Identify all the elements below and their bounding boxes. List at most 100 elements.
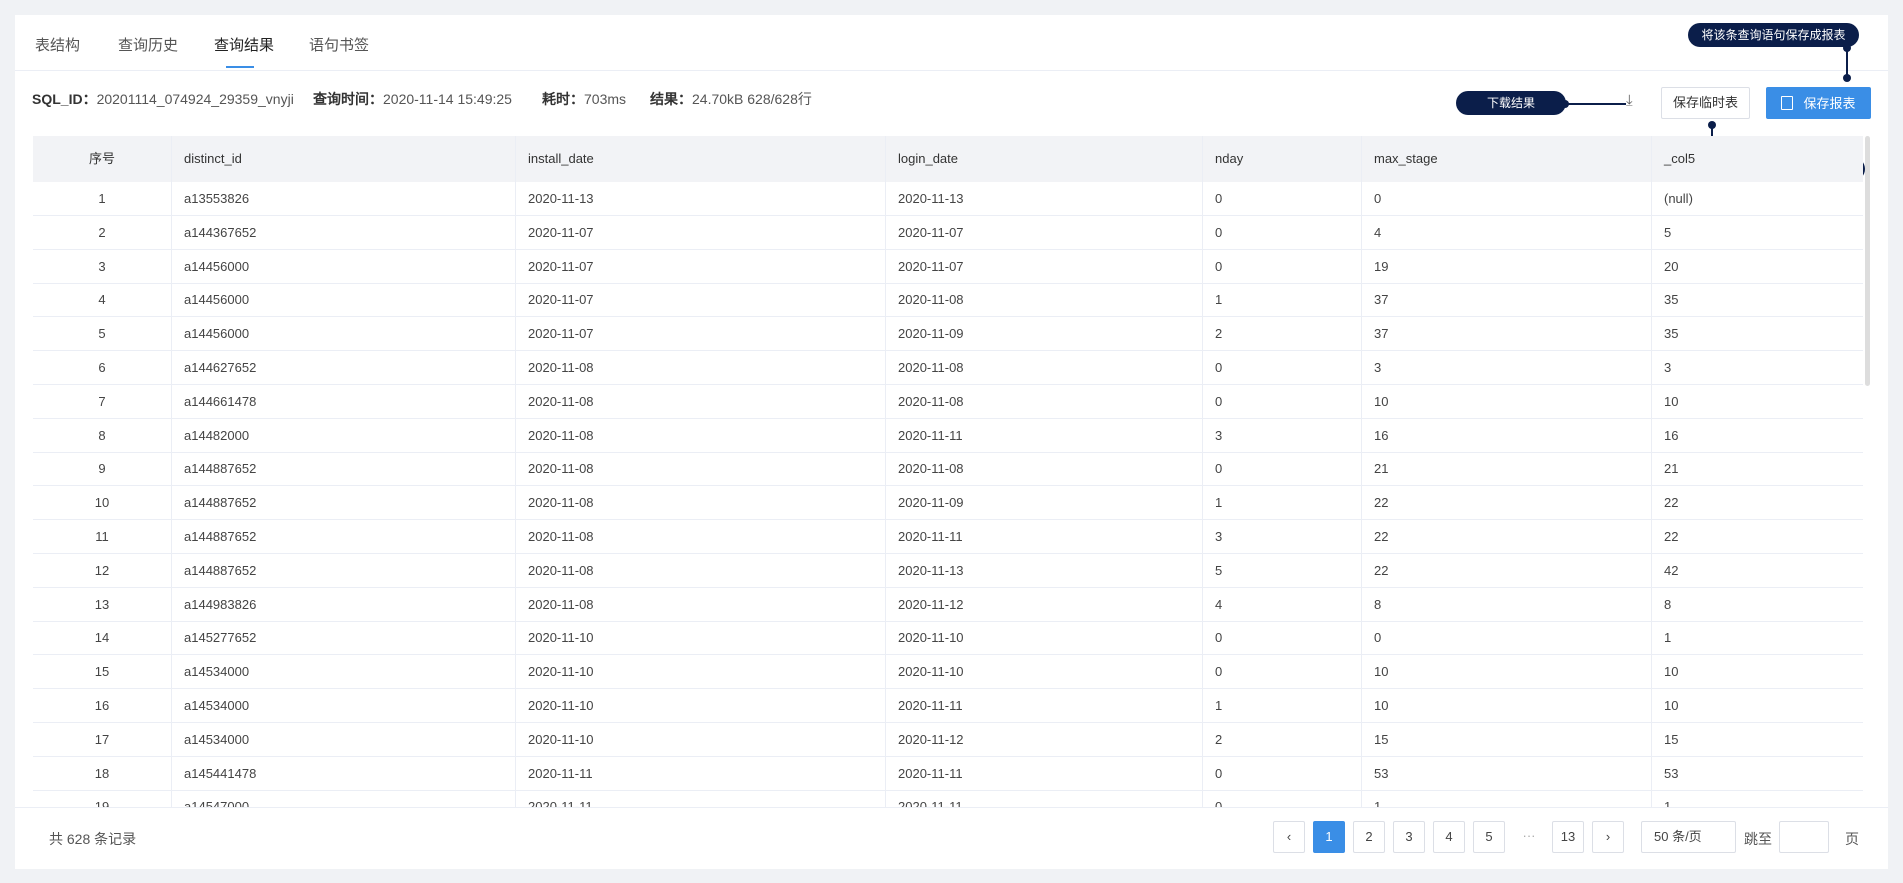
table-cell: 35 [1664,326,1679,342]
table-cell: a144367652 [184,224,257,240]
table-cell: 16 [94,698,110,713]
jump-input[interactable] [1779,821,1829,853]
table-cell: 8 [1374,596,1382,612]
page-button[interactable]: 2 [1353,821,1385,853]
table-cell: 10 [1664,664,1679,680]
table-cell: 2020-11-11 [528,765,593,781]
total-count: 共 628 条记录 [49,831,137,847]
tip-dot [1561,100,1569,108]
column-divider [885,136,886,807]
info-item: 耗时：703ms [542,89,626,109]
table-cell: 2020-11-07 [528,292,594,308]
tip-line [1566,103,1626,105]
column-divider [1202,136,1203,807]
table-cell: 4 [1215,596,1223,612]
table-cell: 14 [94,630,110,646]
table-cell: 1 [1664,799,1672,807]
table-cell: 37 [1374,326,1389,342]
column-divider [1651,136,1652,807]
tab-divider [15,70,1888,71]
prev-button[interactable]: ‹ [1273,821,1305,853]
table-cell: a14456000 [184,326,250,342]
row-divider [33,620,1863,622]
info-value: 24.70kB 628/628行 [692,91,812,107]
annotation-dot [1843,44,1851,52]
info-value: 20201114_074924_29359_vnyji [96,91,294,107]
table-cell: 53 [1664,765,1679,781]
next-button[interactable]: › [1592,821,1624,853]
table-cell: 2020-11-11 [898,427,963,443]
table-cell: a145277652 [184,630,257,646]
table-cell: 13 [94,596,110,612]
annotation-dot [1843,74,1851,82]
tab[interactable]: 语句书签 [309,37,370,54]
page-size-select[interactable]: 50 条/页 [1641,821,1736,853]
row-divider [33,519,1863,521]
tab-underline [226,66,254,68]
table-cell: 19 [1374,258,1389,274]
page-button[interactable]: 5 [1473,821,1505,853]
info-item: SQL_ID：20201114_074924_29359_vnyji [32,89,294,109]
table-cell: 16 [1664,427,1679,443]
footer-divider [15,807,1888,808]
row-divider [33,350,1863,352]
table-cell: 2020-11-09 [898,495,964,511]
page-button[interactable]: 4 [1433,821,1465,853]
table-cell: 0 [1215,360,1223,375]
table-cell: a144983826 [184,596,257,612]
table-cell: 2020-11-10 [898,630,964,646]
tab[interactable]: 表结构 [35,37,81,54]
table-cell: 1 [98,191,106,206]
table-cell: 8 [1664,596,1672,612]
table-cell: a14534000 [184,698,250,713]
page-button[interactable]: 1 [1313,821,1345,853]
save-report-button[interactable]: 保存报表 [1766,87,1871,119]
table-cell: 42 [1664,562,1679,578]
table-cell: 2020-11-13 [898,562,964,578]
table-body: 1 a13553826 2020-11-13 2020-11-13 0 0 (null) 2 a… [0,182,1903,807]
table-cell: 2020-11-10 [898,664,964,680]
table-cell: 6 [98,360,106,375]
save-temp-button[interactable]: 保存临时表 [1661,87,1750,119]
jump-label: 跳至 [1744,831,1772,847]
table-cell: 5 [98,326,106,342]
table-cell: 21 [1374,461,1389,477]
column-header: 序号 [88,151,115,166]
row-divider [33,722,1863,723]
table-cell: 17 [94,731,110,747]
table-cell: 2 [98,224,106,240]
page-button[interactable]: 3 [1393,821,1425,853]
table-cell: 19 [94,799,110,807]
column-header: max_stage [1374,151,1438,166]
annotation-line [1846,47,1848,78]
table-cell: 2 [1215,326,1223,342]
table-cell: 2020-11-08 [528,360,594,375]
table-cell: 7 [98,393,106,409]
table-cell: 3 [1664,360,1672,375]
info-item: 结果：24.70kB 628/628行 [650,89,812,109]
row-divider [33,789,1863,791]
table-cell: 8 [98,427,106,443]
tab[interactable]: 查询历史 [118,37,179,54]
table-cell: 2020-11-08 [528,461,594,477]
row-divider [33,248,1863,250]
table-cell: 10 [1374,698,1389,713]
table-cell: a144627652 [184,360,257,375]
annotation-report: 将该条查询语句保存成报表 [1688,23,1859,47]
table-cell: 0 [1215,630,1223,646]
table-cell: 12 [94,562,110,578]
row-divider [33,586,1863,588]
table-cell: 10 [1374,664,1389,680]
table-cell: 9 [98,461,106,477]
table-cell: 0 [1374,191,1382,206]
table-cell: 10 [1664,393,1679,409]
page-button[interactable]: 13 [1552,821,1584,853]
table-cell: 2020-11-07 [528,258,594,274]
doc-icon [1781,96,1793,110]
tab[interactable]: 查询结果 [214,37,275,54]
download-icon[interactable]: ⤓ [1626,92,1633,109]
table-cell: 10 [1664,698,1679,713]
annotation-dot [1708,121,1716,129]
table-cell: 0 [1215,191,1223,206]
